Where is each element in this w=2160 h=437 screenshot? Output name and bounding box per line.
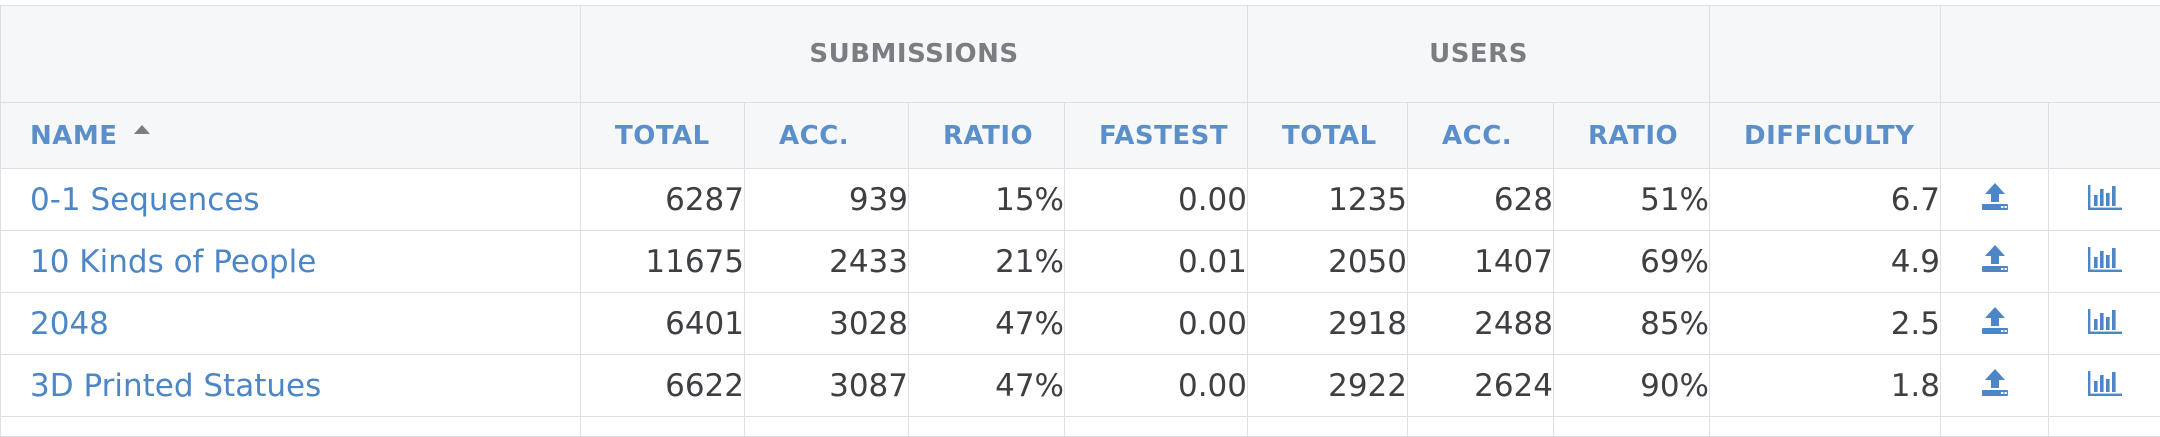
bar-chart-icon[interactable] xyxy=(2087,305,2123,343)
stats-cell xyxy=(2049,169,2160,231)
problem-name-link[interactable]: 3D Printed Statues xyxy=(30,368,321,404)
users-accepted-cell: 628 xyxy=(1408,169,1554,231)
difficulty-cell: 2.5 xyxy=(1710,293,1941,355)
problems-table: SUBMISSIONS USERS NAME TOTAL ACC. RATIO … xyxy=(0,5,2160,437)
sort-up-caret-icon xyxy=(134,125,150,134)
submissions-accepted-cell: 2433 xyxy=(745,231,909,293)
submissions-total-cell: 11675 xyxy=(581,231,745,293)
group-header-submissions: SUBMISSIONS xyxy=(581,6,1248,103)
problem-name-link[interactable]: 0-1 Sequences xyxy=(30,182,260,218)
submit-cell xyxy=(1941,231,2049,293)
column-header-users-accepted[interactable]: ACC. xyxy=(1408,103,1554,169)
submissions-fastest-cell: 0.00 xyxy=(1065,355,1248,417)
column-header-difficulty[interactable]: DIFFICULTY xyxy=(1710,103,1941,169)
table-row: 2048 6401 3028 47% 0.00 2918 2488 85% 2.… xyxy=(1,293,2160,355)
group-header-difficulty-empty xyxy=(1710,6,1941,103)
submit-cell xyxy=(1941,355,2049,417)
submissions-total-cell: 6287 xyxy=(581,169,745,231)
users-ratio-cell: 69% xyxy=(1554,231,1710,293)
users-accepted-cell: 1407 xyxy=(1408,231,1554,293)
bar-chart-icon[interactable] xyxy=(2087,181,2123,219)
problem-name-cell: 10 Kinds of People xyxy=(1,231,581,293)
upload-icon[interactable] xyxy=(1980,243,2010,281)
submissions-accepted-cell: 3028 xyxy=(745,293,909,355)
problem-name-cell: 0-1 Sequences xyxy=(1,169,581,231)
column-header-submissions-fastest[interactable]: FASTEST xyxy=(1065,103,1248,169)
column-header-submit-empty xyxy=(1941,103,2049,169)
submissions-fastest-cell: 0.00 xyxy=(1065,169,1248,231)
group-header-actions-empty xyxy=(1941,6,2160,103)
submissions-fastest-cell: 0.01 xyxy=(1065,231,1248,293)
submissions-ratio-cell: 15% xyxy=(909,169,1065,231)
submissions-accepted-cell: 3087 xyxy=(745,355,909,417)
difficulty-cell: 1.8 xyxy=(1710,355,1941,417)
table-row: 3D Printed Statues 6622 3087 47% 0.00 29… xyxy=(1,355,2160,417)
problem-name-cell: 3D Printed Statues xyxy=(1,355,581,417)
group-header-empty xyxy=(1,6,581,103)
users-ratio-cell: 85% xyxy=(1554,293,1710,355)
submissions-total-cell: 6622 xyxy=(581,355,745,417)
submissions-ratio-cell: 47% xyxy=(909,355,1065,417)
stats-cell xyxy=(2049,231,2160,293)
problem-name-link[interactable]: 10 Kinds of People xyxy=(30,244,316,280)
users-ratio-cell: 90% xyxy=(1554,355,1710,417)
column-header-row: NAME TOTAL ACC. RATIO FASTEST TOTAL ACC.… xyxy=(1,103,2160,169)
submit-cell xyxy=(1941,169,2049,231)
users-total-cell: 1235 xyxy=(1248,169,1408,231)
column-header-stats-empty xyxy=(2049,103,2160,169)
column-header-submissions-total[interactable]: TOTAL xyxy=(581,103,745,169)
column-header-submissions-ratio[interactable]: RATIO xyxy=(909,103,1065,169)
submissions-ratio-cell: 21% xyxy=(909,231,1065,293)
users-accepted-cell: 2488 xyxy=(1408,293,1554,355)
submissions-accepted-cell: 939 xyxy=(745,169,909,231)
bar-chart-icon[interactable] xyxy=(2087,367,2123,405)
column-header-users-ratio[interactable]: RATIO xyxy=(1554,103,1710,169)
problem-name-link[interactable]: 2048 xyxy=(30,306,109,342)
column-header-name-label: NAME xyxy=(30,121,118,151)
stats-cell xyxy=(2049,293,2160,355)
column-header-submissions-accepted[interactable]: ACC. xyxy=(745,103,909,169)
users-total-cell: 2922 xyxy=(1248,355,1408,417)
table-row: 10 Kinds of People 11675 2433 21% 0.01 2… xyxy=(1,231,2160,293)
upload-icon[interactable] xyxy=(1980,305,2010,343)
column-header-name[interactable]: NAME xyxy=(1,103,581,169)
submissions-fastest-cell: 0.00 xyxy=(1065,293,1248,355)
upload-icon[interactable] xyxy=(1980,181,2010,219)
group-header-users: USERS xyxy=(1248,6,1710,103)
users-total-cell: 2918 xyxy=(1248,293,1408,355)
problem-name-cell: 2048 xyxy=(1,293,581,355)
submit-cell xyxy=(1941,293,2049,355)
stats-cell xyxy=(2049,355,2160,417)
column-header-users-total[interactable]: TOTAL xyxy=(1248,103,1408,169)
users-total-cell: 2050 xyxy=(1248,231,1408,293)
difficulty-cell: 6.7 xyxy=(1710,169,1941,231)
bar-chart-icon[interactable] xyxy=(2087,243,2123,281)
table-row: 0-1 Sequences 6287 939 15% 0.00 1235 628… xyxy=(1,169,2160,231)
submissions-ratio-cell: 47% xyxy=(909,293,1065,355)
users-ratio-cell: 51% xyxy=(1554,169,1710,231)
upload-icon[interactable] xyxy=(1980,367,2010,405)
group-header-row: SUBMISSIONS USERS xyxy=(1,6,2160,103)
submissions-total-cell: 6401 xyxy=(581,293,745,355)
users-accepted-cell: 2624 xyxy=(1408,355,1554,417)
difficulty-cell: 4.9 xyxy=(1710,231,1941,293)
